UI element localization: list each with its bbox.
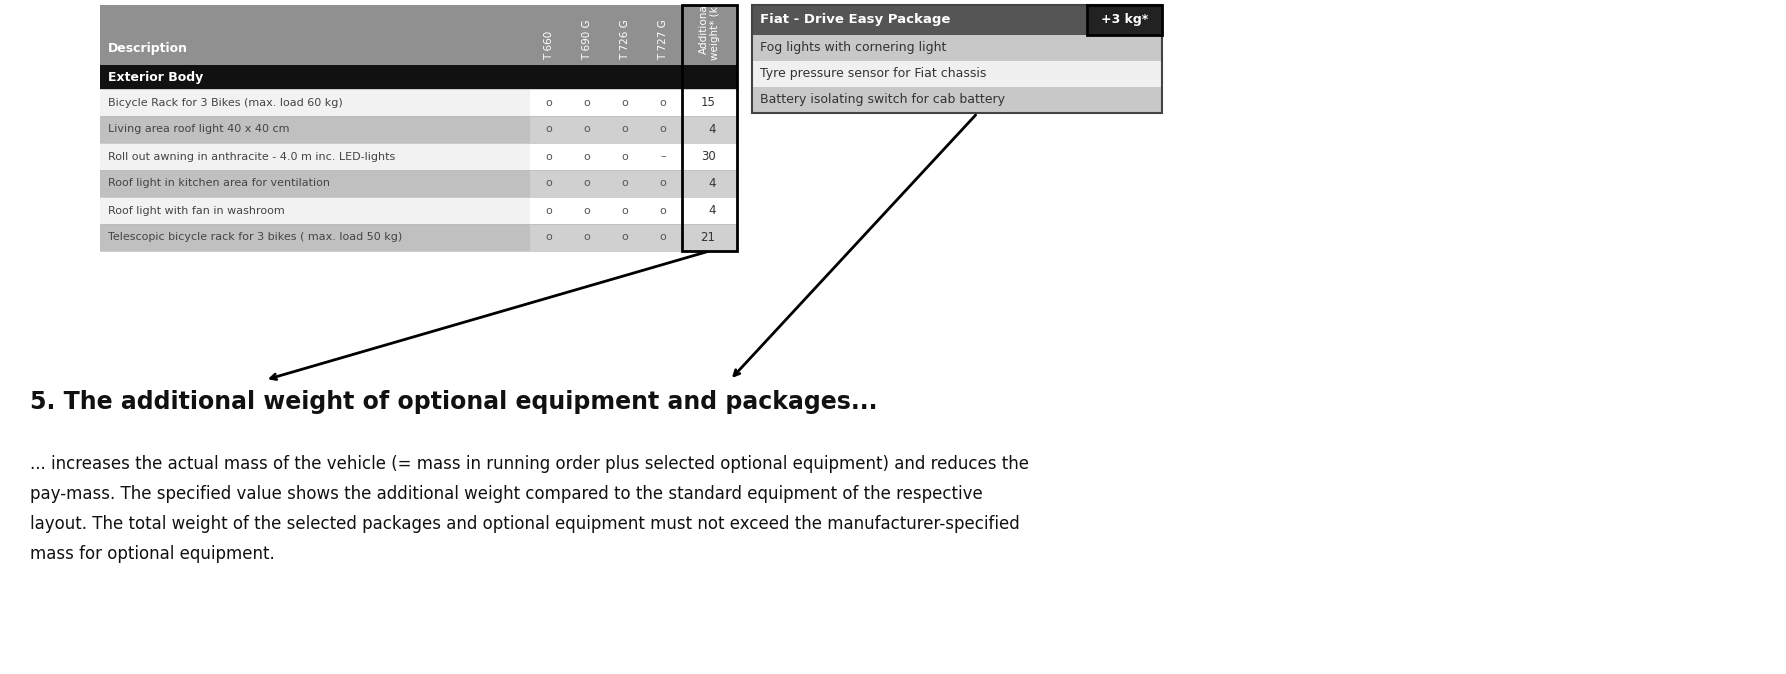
- Text: Exterior Body: Exterior Body: [107, 71, 204, 84]
- Bar: [645, 143, 682, 170]
- Bar: [100, 89, 530, 116]
- Bar: [530, 170, 568, 197]
- Text: Living area roof light 40 x 40 cm: Living area roof light 40 x 40 cm: [107, 125, 289, 135]
- Bar: [752, 5, 1163, 35]
- Text: o: o: [622, 152, 629, 162]
- Text: o: o: [584, 179, 591, 189]
- Text: o: o: [584, 152, 591, 162]
- Bar: [530, 143, 568, 170]
- Text: o: o: [622, 98, 629, 107]
- Text: o: o: [622, 179, 629, 189]
- Text: o: o: [547, 179, 552, 189]
- Bar: [682, 5, 738, 251]
- Text: 4: 4: [707, 204, 716, 217]
- Bar: [568, 143, 605, 170]
- Text: o: o: [622, 206, 629, 216]
- Bar: [682, 197, 738, 224]
- Text: o: o: [622, 125, 629, 135]
- Bar: [645, 89, 682, 116]
- Text: T 726 G: T 726 G: [620, 20, 630, 60]
- Text: T 660: T 660: [545, 31, 554, 60]
- Text: o: o: [547, 206, 552, 216]
- Bar: [530, 224, 568, 251]
- Text: o: o: [547, 98, 552, 107]
- Bar: [568, 197, 605, 224]
- Text: o: o: [659, 233, 666, 243]
- Bar: [1088, 5, 1163, 35]
- Text: Roof light in kitchen area for ventilation: Roof light in kitchen area for ventilati…: [107, 179, 330, 189]
- Bar: [752, 87, 1163, 113]
- Text: 4: 4: [707, 177, 716, 190]
- Text: Bicycle Rack for 3 Bikes (max. load 60 kg): Bicycle Rack for 3 Bikes (max. load 60 k…: [107, 98, 343, 107]
- Bar: [100, 116, 530, 143]
- Bar: [100, 224, 530, 251]
- Text: 21: 21: [700, 231, 716, 244]
- Text: pay-mass. The specified value shows the additional weight compared to the standa: pay-mass. The specified value shows the …: [30, 485, 982, 503]
- Bar: [605, 143, 645, 170]
- Text: o: o: [622, 233, 629, 243]
- Text: Battery isolating switch for cab battery: Battery isolating switch for cab battery: [761, 94, 1006, 106]
- Text: mass for optional equipment.: mass for optional equipment.: [30, 545, 275, 563]
- Bar: [100, 170, 530, 197]
- Text: Additional
weight* (kg): Additional weight* (kg): [698, 0, 720, 60]
- Bar: [682, 89, 738, 116]
- Text: o: o: [584, 98, 591, 107]
- Text: o: o: [584, 206, 591, 216]
- Text: o: o: [659, 125, 666, 135]
- Bar: [645, 116, 682, 143]
- Text: o: o: [584, 233, 591, 243]
- Text: o: o: [584, 125, 591, 135]
- Text: o: o: [547, 125, 552, 135]
- Text: Description: Description: [107, 42, 188, 55]
- Bar: [752, 61, 1163, 87]
- Bar: [645, 170, 682, 197]
- Bar: [530, 116, 568, 143]
- Text: layout. The total weight of the selected packages and optional equipment must no: layout. The total weight of the selected…: [30, 515, 1020, 533]
- Bar: [605, 89, 645, 116]
- Bar: [682, 224, 738, 251]
- Text: Telescopic bicycle rack for 3 bikes ( max. load 50 kg): Telescopic bicycle rack for 3 bikes ( ma…: [107, 233, 402, 243]
- Bar: [100, 5, 738, 65]
- Bar: [752, 35, 1163, 61]
- Text: –: –: [661, 152, 666, 162]
- Text: Fiat - Drive Easy Package: Fiat - Drive Easy Package: [761, 13, 950, 26]
- Text: T 690 G: T 690 G: [582, 20, 591, 60]
- Bar: [568, 89, 605, 116]
- Text: +3 kg*: +3 kg*: [1100, 13, 1148, 26]
- Bar: [530, 197, 568, 224]
- Bar: [568, 170, 605, 197]
- Bar: [100, 197, 530, 224]
- Text: Tyre pressure sensor for Fiat chassis: Tyre pressure sensor for Fiat chassis: [761, 67, 986, 80]
- Bar: [682, 170, 738, 197]
- Bar: [605, 170, 645, 197]
- Text: 4: 4: [707, 123, 716, 136]
- Text: o: o: [659, 98, 666, 107]
- Bar: [568, 224, 605, 251]
- Text: 30: 30: [700, 150, 716, 163]
- Bar: [568, 116, 605, 143]
- Bar: [682, 116, 738, 143]
- Text: 15: 15: [700, 96, 716, 109]
- Bar: [645, 197, 682, 224]
- Bar: [100, 143, 530, 170]
- Text: 5. The additional weight of optional equipment and packages...: 5. The additional weight of optional equ…: [30, 390, 877, 414]
- Bar: [605, 224, 645, 251]
- Bar: [645, 224, 682, 251]
- Bar: [605, 197, 645, 224]
- Bar: [752, 5, 1163, 113]
- Text: Roll out awning in anthracite - 4.0 m inc. LED-lights: Roll out awning in anthracite - 4.0 m in…: [107, 152, 395, 162]
- Bar: [605, 116, 645, 143]
- Text: o: o: [547, 152, 552, 162]
- Text: o: o: [659, 179, 666, 189]
- Text: o: o: [547, 233, 552, 243]
- Text: Roof light with fan in washroom: Roof light with fan in washroom: [107, 206, 284, 216]
- Text: T 727 G: T 727 G: [657, 20, 668, 60]
- Text: o: o: [659, 206, 666, 216]
- Bar: [530, 89, 568, 116]
- Bar: [100, 65, 738, 89]
- Text: Fog lights with cornering light: Fog lights with cornering light: [761, 42, 947, 55]
- Text: ... increases the actual mass of the vehicle (= mass in running order plus selec: ... increases the actual mass of the veh…: [30, 455, 1029, 473]
- Bar: [682, 143, 738, 170]
- Bar: [1088, 5, 1163, 35]
